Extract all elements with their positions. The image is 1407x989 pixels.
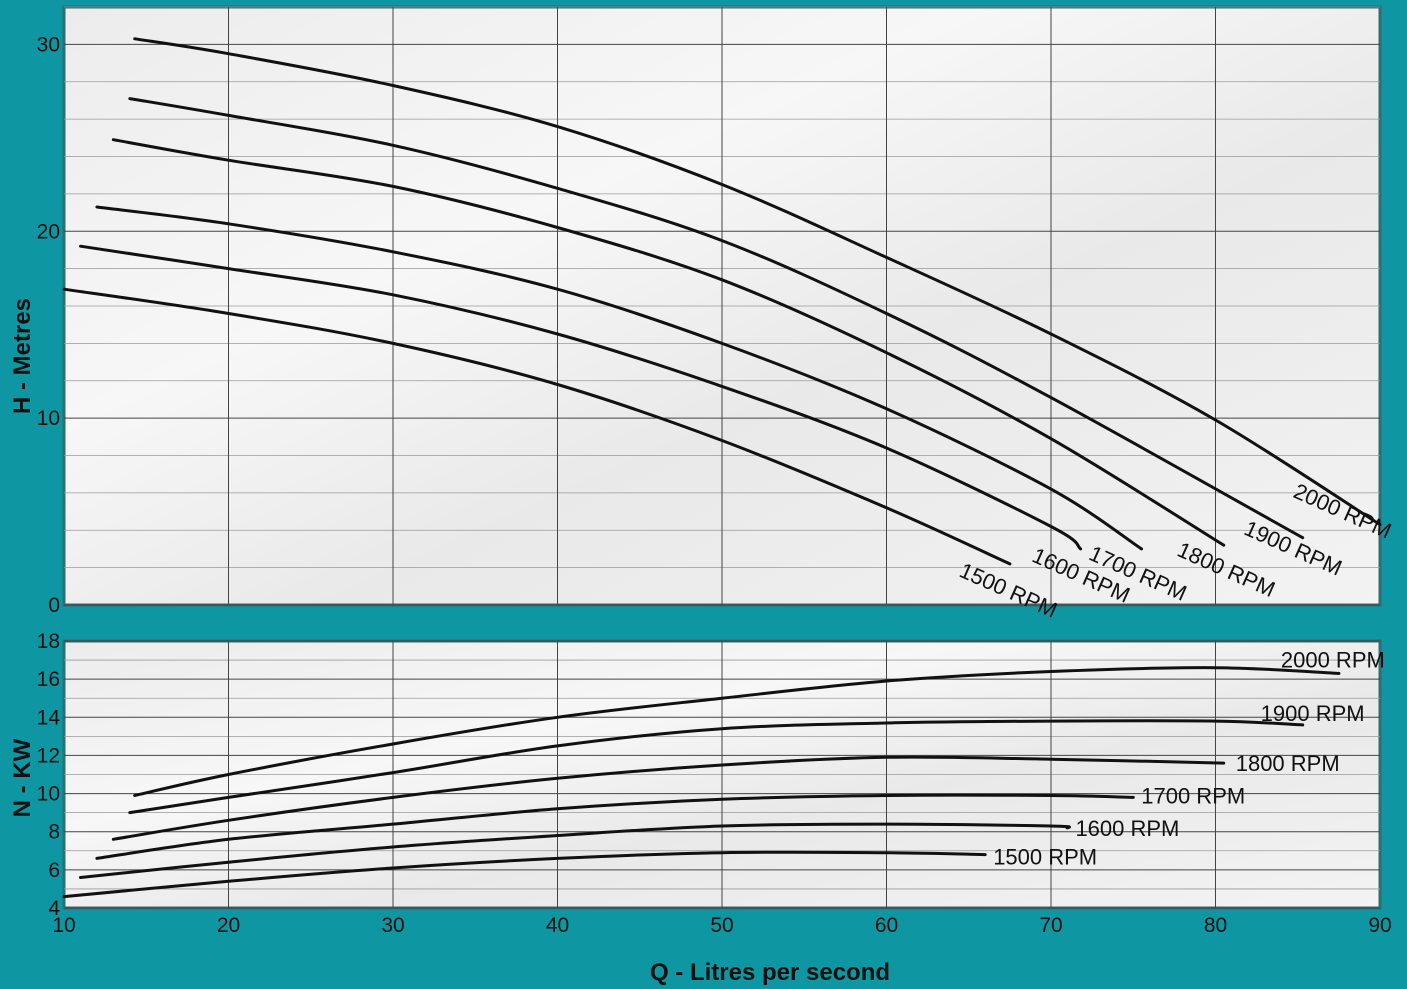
x-tick-label: 80	[1204, 914, 1227, 937]
x-tick-label: 90	[1368, 914, 1391, 937]
head-y-tick-label: 30	[37, 33, 60, 56]
head-curve-1500-rpm	[62, 287, 1012, 566]
power-y-tick-label: 18	[37, 630, 60, 653]
power-curve-labels: 1500 RPM 1600 RPM 1700 RPM 1800 RPM 1900 RPM…	[993, 647, 1385, 869]
power-curve-label: 2000 RPM	[1281, 647, 1385, 672]
power-y-tick-label: 14	[37, 706, 61, 729]
power-curve-label: 1600 RPM	[1075, 816, 1179, 841]
x-tick-label: 10	[52, 914, 75, 937]
head-grid	[64, 6, 1380, 606]
power-curve-1600-rpm	[79, 822, 1072, 879]
power-curve-label: 1900 RPM	[1261, 701, 1365, 726]
power-curve-1500-rpm	[62, 850, 987, 899]
head-curve-1800-rpm	[111, 138, 1226, 547]
head-curve-1700-rpm	[95, 205, 1143, 551]
power-curves	[62, 666, 1341, 899]
head-curve-1600-rpm	[79, 244, 1083, 551]
x-tick-label: 20	[217, 914, 240, 937]
power-curve-label: 1800 RPM	[1236, 751, 1340, 776]
power-y-tick-label: 16	[37, 668, 60, 691]
power-y-tick-label: 6	[48, 859, 60, 882]
power-curve-label: 1700 RPM	[1141, 783, 1245, 808]
head-curve-1900-rpm	[128, 97, 1305, 540]
power-curve-1800-rpm	[111, 755, 1226, 841]
x-tick-label: 30	[381, 914, 404, 937]
power-curve-label: 1500 RPM	[993, 845, 1097, 870]
head-y-tick-label: 10	[37, 407, 60, 430]
power-curve-1900-rpm	[128, 719, 1305, 815]
head-y-tick-label: 0	[48, 594, 60, 617]
head-y-tick-labels: 0 10 20 30	[37, 33, 60, 617]
head-curves	[62, 37, 1382, 566]
power-y-tick-label: 8	[48, 821, 60, 844]
power-curve-1700-rpm	[95, 793, 1135, 860]
x-tick-label: 50	[710, 914, 733, 937]
x-axis-title: Q - Litres per second	[650, 959, 890, 986]
x-tick-label: 40	[546, 914, 569, 937]
head-y-axis-title: H - Metres	[9, 298, 36, 414]
power-chart-panel: 4 6 8 10 12 14 16 18 10 20 30 40 50 60 70 80 90 1500 RP…	[9, 630, 1392, 937]
x-tick-label: 60	[875, 914, 898, 937]
x-tick-label: 70	[1039, 914, 1062, 937]
head-curve-2000-rpm	[133, 37, 1382, 527]
power-curve-2000-rpm	[133, 666, 1341, 797]
x-tick-labels: 10 20 30 40 50 60 70 80 90	[52, 914, 1391, 937]
power-y-axis-title: N - KW	[9, 738, 36, 817]
head-y-tick-label: 20	[37, 220, 60, 243]
power-y-tick-label: 4	[48, 897, 60, 920]
power-y-tick-label: 10	[37, 783, 60, 806]
power-y-tick-labels: 4 6 8 10 12 14 16 18	[37, 630, 61, 920]
power-y-tick-label: 12	[37, 744, 60, 767]
